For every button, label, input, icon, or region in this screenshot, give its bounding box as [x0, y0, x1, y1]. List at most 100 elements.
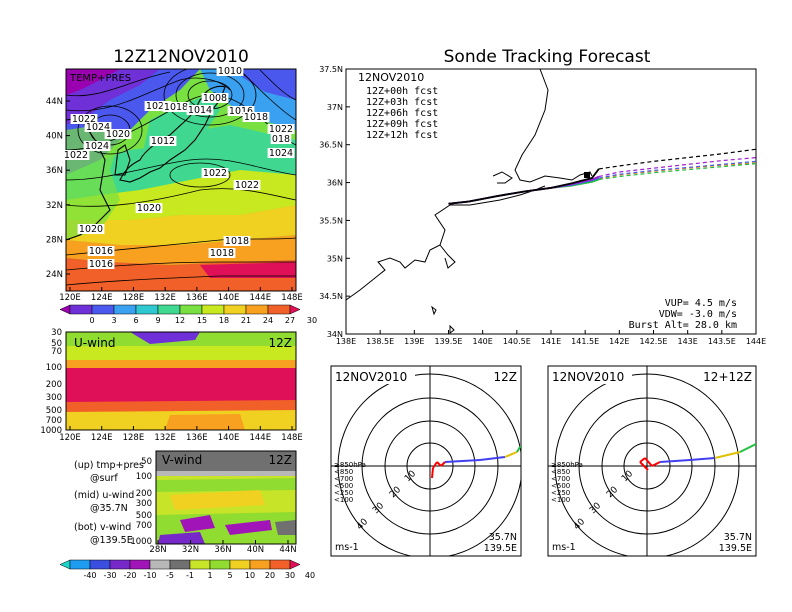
legend-note-sub: @139.5E	[90, 535, 133, 546]
hodograph-segment	[440, 461, 446, 467]
isobar-label: 1020	[137, 203, 161, 214]
colorbar-segment	[223, 304, 247, 315]
v-wind-x-tick-label: 44N	[279, 545, 296, 555]
colorbar-tick-label: 1	[207, 571, 212, 580]
isobar-label-box	[267, 148, 295, 158]
isobar-label: 1018	[164, 102, 188, 113]
map-x-axis: 120E 124E 128E 132E 136E 140E 144E 148E	[59, 287, 303, 303]
hodograph-time: 12+12Z	[703, 370, 752, 384]
isobar-label-box	[227, 106, 255, 116]
launch-marker	[584, 172, 590, 178]
isobar-label: 1022	[72, 114, 96, 125]
isobar-label-box	[270, 134, 292, 144]
track-x-tick-label: 140.5E	[503, 337, 531, 346]
isobar-label: 1010	[218, 66, 242, 77]
isobar-label-box	[208, 248, 236, 258]
temp-pres-map: TEMP+PRES 101010081020101810221024102010…	[46, 66, 303, 303]
isobar-label: 1018	[210, 248, 234, 259]
isobar-label-box	[104, 129, 132, 139]
isobar-label: 1014	[188, 105, 212, 116]
pressure-legend-item: ≥850hPa	[551, 461, 583, 469]
track-date: 12NOV2010	[358, 71, 424, 84]
legend-note-sub: @35.7N	[90, 503, 128, 514]
u-wind-x-tick-label: 124E	[91, 433, 113, 443]
panel-legend-notes: (up) tmp+pres @surf (mid) u-wind @35.7N (bot…	[74, 460, 144, 546]
isobar-label-box	[83, 141, 111, 151]
isobar-label: 1024	[85, 141, 109, 152]
u-wind-x-tick-label: 132E	[154, 433, 176, 443]
v-wind-x-axis: 28N 32N 36N 40N 44N	[149, 540, 297, 555]
track-x-tick-label: 138.5E	[366, 337, 394, 346]
isobar-label-box	[223, 236, 251, 246]
track-y-axis: 34N 34.5N 35N 35.5N 36N 36.5N 37N 37.5N	[319, 65, 350, 339]
isobar-label-box	[242, 112, 270, 122]
map-y-axis: 44N 40N 36N 32N 28N 24N	[46, 97, 70, 280]
u-wind-y-tick-label: 100	[46, 363, 62, 373]
isobar-label: 1022	[64, 150, 88, 161]
colorbar-segment	[209, 559, 231, 570]
hodograph-units: ms-1	[335, 542, 359, 553]
map-label: TEMP+PRES	[69, 73, 131, 84]
pressure-legend-item: <100	[334, 496, 353, 504]
colorbar-segment	[249, 559, 271, 570]
colorbar-segment	[157, 304, 181, 315]
u-wind-y-tick-label: 300	[46, 393, 62, 403]
colorbar-tick-label: 18	[219, 316, 229, 325]
hodograph-lat: 35.7N	[489, 532, 517, 543]
hodograph-date: 12NOV2010	[552, 370, 624, 384]
u-wind-y-tick-label: 70	[51, 347, 62, 357]
track-y-tick-label: 35N	[327, 254, 343, 263]
map-y-tick-label: 36N	[46, 166, 63, 176]
track-y-tick-label: 34.5N	[319, 292, 343, 301]
v-wind-x-tick-label: 36N	[214, 545, 231, 555]
colorbar-segment	[89, 559, 111, 570]
hodograph-time-box	[473, 370, 519, 384]
isobar-label: 1016	[89, 246, 113, 257]
colorbar-tick-label: -20	[123, 571, 136, 580]
v-wind-y-tick-label: 200	[136, 489, 152, 499]
colorbar-segment	[91, 304, 115, 315]
hodograph-segment	[659, 459, 691, 463]
colorbar-segment	[229, 559, 251, 570]
sonde-parameter: VDW= -3.0 m/s	[659, 309, 737, 320]
hodograph-date: 12NOV2010	[335, 370, 407, 384]
track-x-tick-label: 141.5E	[571, 337, 599, 346]
isobar-label-box	[162, 102, 190, 112]
v-wind-y-tick-label: 300	[136, 499, 152, 509]
isobar-label: 1018	[244, 112, 268, 123]
forecast-legend-item: 12Z+00h fcst	[366, 86, 438, 97]
u-wind-y-tick-label: 50	[51, 339, 62, 349]
map-x-tick-label: 128E	[123, 293, 145, 303]
hodograph-lon: 139.5E	[719, 543, 752, 554]
isobar-label: 1020	[79, 224, 103, 235]
coastline	[346, 69, 593, 334]
hodograph-segment	[739, 443, 756, 453]
isobar-label-box	[216, 66, 244, 76]
u-wind-x-tick-label: 136E	[186, 433, 208, 443]
v-wind-y-tick-label: 1000	[130, 537, 152, 547]
track-y-tick-label: 34N	[327, 330, 343, 339]
colorbar-segment	[109, 559, 131, 570]
colorbar-segment	[169, 559, 191, 570]
temperature-colorbar: 0 3 6 9 12 15 18 21 24 27 30	[59, 304, 317, 325]
isobar-label: 1022	[269, 124, 293, 135]
hodograph-segment	[639, 457, 646, 463]
isobar-label: 1024	[86, 122, 110, 133]
track-x-tick-label: 142E	[609, 337, 629, 346]
hodograph-segment	[432, 461, 438, 469]
u-wind-y-tick-label: 1000	[40, 426, 62, 436]
v-wind-x-tick-label: 28N	[149, 545, 166, 555]
isobar-label-box	[70, 114, 98, 124]
isobar-label-box	[201, 93, 229, 103]
hodograph-units: ms-1	[552, 542, 576, 553]
map-y-tick-label: 24N	[46, 270, 63, 280]
